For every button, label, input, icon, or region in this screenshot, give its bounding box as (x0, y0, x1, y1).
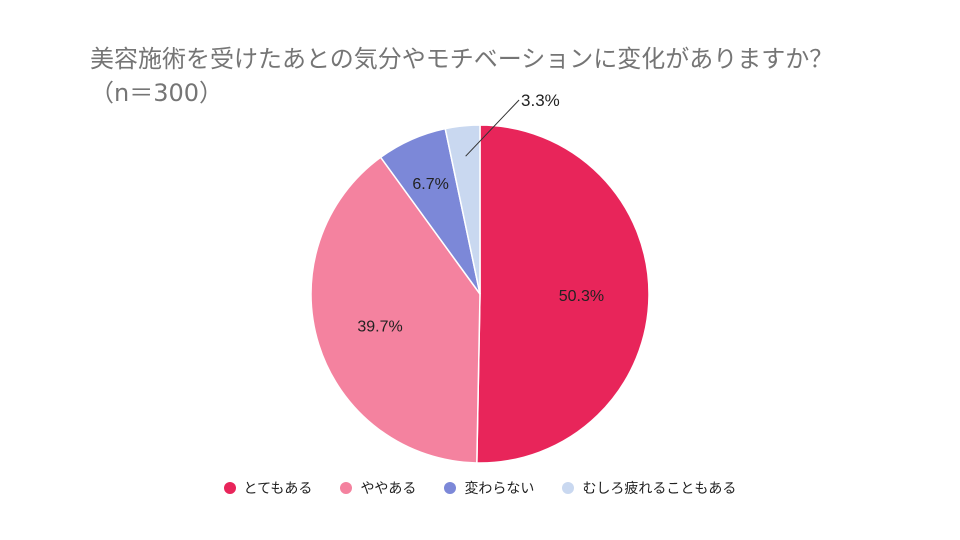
slice-totemo-aru[interactable] (476, 124, 650, 464)
legend-swatch (562, 482, 575, 494)
leader-line (465, 99, 520, 157)
slice-label: 3.3% (521, 91, 560, 110)
pie-labels: 50.3% 39.7% 6.7% 3.3% (357, 91, 604, 335)
chart-title: 美容施術を受けたあとの気分やモチベーションに変化がありますか？（n＝300） (90, 45, 834, 107)
slice-mushiro-tsukareru[interactable] (444, 124, 481, 295)
slice-label: 6.7% (412, 176, 448, 193)
pie-slices (310, 124, 650, 464)
legend-swatch (444, 482, 457, 494)
legend-item-mushiro-tsukareru[interactable]: むしろ疲れることもある (562, 478, 736, 498)
legend-swatch (340, 482, 353, 494)
legend-label: ややある (360, 481, 417, 497)
legend-item-totemo-aru[interactable]: とてもある (223, 478, 313, 498)
legend-item-yaya-aru[interactable]: ややある (340, 478, 416, 498)
slice-label: 50.3% (559, 288, 604, 305)
legend-label: とてもある (243, 481, 313, 497)
slice-yaya-aru[interactable] (310, 156, 481, 464)
legend-label: むしろ疲れることもある (582, 481, 737, 497)
legend-swatch (223, 482, 236, 494)
slice-label: 39.7% (357, 318, 402, 335)
legend: とてもある ややある 変わらない むしろ疲れることもある (0, 478, 960, 498)
legend-item-kawaranai[interactable]: 変わらない (444, 478, 534, 498)
legend-label: 変わらない (464, 481, 535, 497)
